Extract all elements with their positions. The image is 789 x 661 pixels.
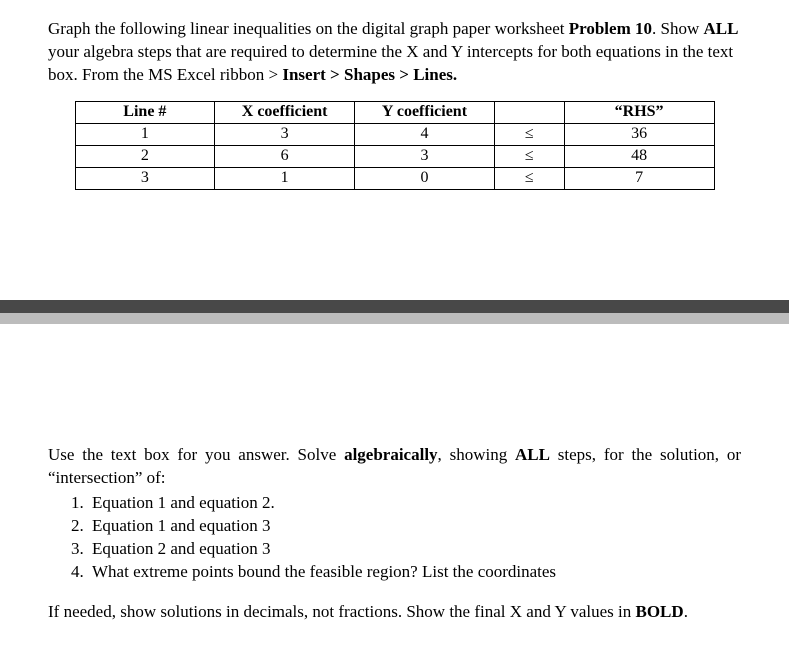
table-header-row: Line # X coefficient Y coefficient “RHS” xyxy=(75,101,714,123)
cell-rhs: 7 xyxy=(564,167,714,189)
cell-op: ≤ xyxy=(494,167,564,189)
ribbon-path: Insert > Shapes > Lines. xyxy=(282,65,457,84)
cell-op: ≤ xyxy=(494,123,564,145)
list-item: Equation 2 and equation 3 xyxy=(88,538,741,561)
cell-line: 2 xyxy=(75,145,215,167)
solve-lead-b: , showing xyxy=(438,445,515,464)
lower-page: Use the text box for you answer. Solve a… xyxy=(0,324,789,649)
col-header-line: Line # xyxy=(75,101,215,123)
cell-rhs: 48 xyxy=(564,145,714,167)
instr-text-b: . Show xyxy=(652,19,703,38)
table-row: 1 3 4 ≤ 36 xyxy=(75,123,714,145)
cell-rhs: 36 xyxy=(564,123,714,145)
cell-y: 4 xyxy=(355,123,495,145)
table-row: 3 1 0 ≤ 7 xyxy=(75,167,714,189)
foot-bold: BOLD xyxy=(636,602,684,621)
solve-lead-a: Use the text box for you answer. Solve xyxy=(48,445,344,464)
cell-y: 0 xyxy=(355,167,495,189)
list-item: Equation 1 and equation 3 xyxy=(88,515,741,538)
cell-x: 3 xyxy=(215,123,355,145)
col-header-rhs: “RHS” xyxy=(564,101,714,123)
cell-line: 3 xyxy=(75,167,215,189)
instruction-paragraph: Graph the following linear inequalities … xyxy=(48,18,741,87)
col-header-op xyxy=(494,101,564,123)
instr-text-a: Graph the following linear inequalities … xyxy=(48,19,569,38)
problem-label: Problem 10 xyxy=(569,19,652,38)
cell-y: 3 xyxy=(355,145,495,167)
foot-b: . xyxy=(684,602,688,621)
solve-algebraically: algebraically xyxy=(344,445,437,464)
table-row: 2 6 3 ≤ 48 xyxy=(75,145,714,167)
solve-list: Equation 1 and equation 2. Equation 1 an… xyxy=(48,492,741,584)
foot-a: If needed, show solutions in decimals, n… xyxy=(48,602,636,621)
cell-x: 6 xyxy=(215,145,355,167)
col-header-xcoef: X coefficient xyxy=(215,101,355,123)
solve-intro: Use the text box for you answer. Solve a… xyxy=(48,444,741,490)
all-label: ALL xyxy=(703,19,738,38)
col-header-ycoef: Y coefficient xyxy=(355,101,495,123)
list-item: Equation 1 and equation 2. xyxy=(88,492,741,515)
list-item: What extreme points bound the feasible r… xyxy=(88,561,741,584)
page-divider xyxy=(0,300,789,324)
upper-page: Graph the following linear inequalities … xyxy=(0,0,789,190)
inequalities-table: Line # X coefficient Y coefficient “RHS”… xyxy=(75,101,715,190)
footnote: If needed, show solutions in decimals, n… xyxy=(48,601,741,624)
solve-all: ALL xyxy=(515,445,550,464)
cell-x: 1 xyxy=(215,167,355,189)
cell-line: 1 xyxy=(75,123,215,145)
cell-op: ≤ xyxy=(494,145,564,167)
